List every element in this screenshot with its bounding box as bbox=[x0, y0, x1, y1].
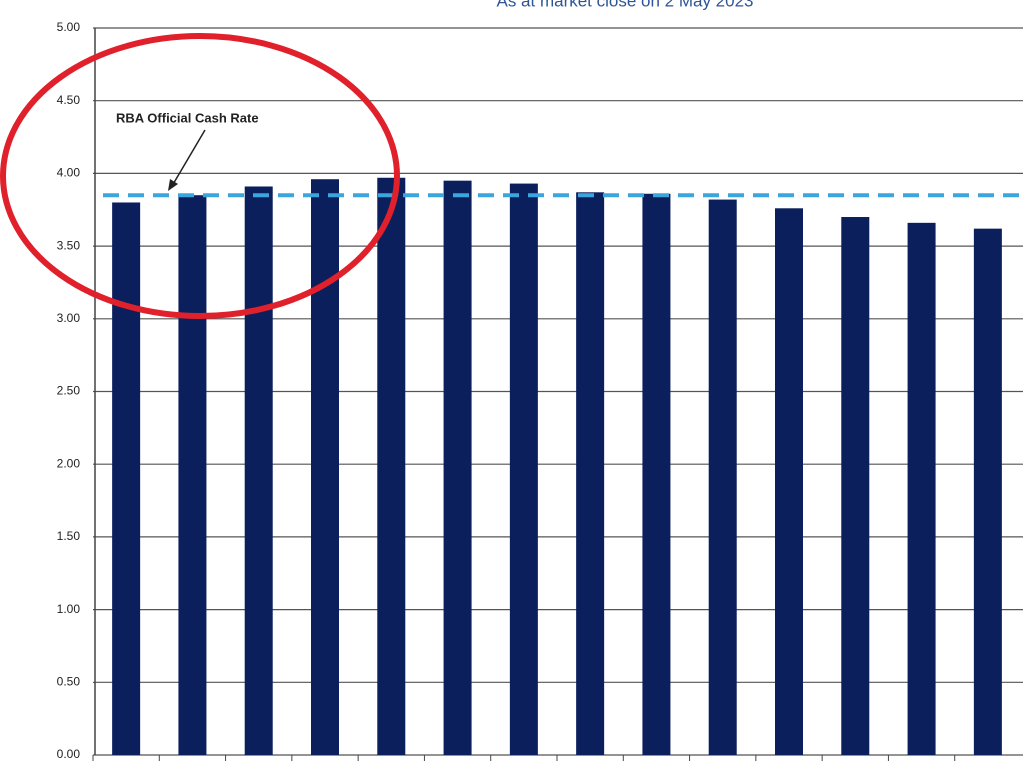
bar bbox=[775, 208, 803, 755]
bar bbox=[973, 228, 1002, 756]
bar bbox=[907, 222, 936, 755]
y-tick-label: 2.50 bbox=[57, 384, 81, 398]
bar bbox=[841, 217, 870, 755]
annotation-arrow bbox=[171, 129, 206, 187]
y-tick-label: 3.00 bbox=[57, 311, 81, 325]
y-tick-label: 5.00 bbox=[57, 20, 81, 34]
y-tick-label: 3.50 bbox=[57, 238, 81, 252]
y-tick-label: 1.50 bbox=[57, 529, 81, 543]
bar bbox=[244, 186, 273, 756]
highlight-circle bbox=[0, 33, 400, 319]
bar bbox=[178, 195, 207, 755]
annotation-arrowhead bbox=[168, 179, 178, 191]
bar bbox=[443, 180, 472, 756]
bar bbox=[642, 193, 671, 756]
y-tick-label: 4.50 bbox=[57, 93, 81, 107]
bar bbox=[708, 199, 737, 755]
y-tick-label: 0.50 bbox=[57, 674, 81, 688]
bar bbox=[311, 179, 339, 755]
annotation: RBA Official Cash Rate bbox=[116, 110, 259, 125]
bar bbox=[377, 177, 406, 756]
bar bbox=[509, 183, 538, 755]
y-tick-label: 2.00 bbox=[57, 456, 81, 470]
y-tick-label: 4.00 bbox=[57, 166, 81, 180]
y-tick-label: 1.00 bbox=[57, 602, 81, 616]
bar bbox=[112, 202, 141, 756]
bar bbox=[576, 192, 605, 755]
chart-subtitle: As at market close on 2 May 2023 bbox=[496, 0, 753, 10]
y-tick-label: 0.00 bbox=[57, 747, 81, 761]
